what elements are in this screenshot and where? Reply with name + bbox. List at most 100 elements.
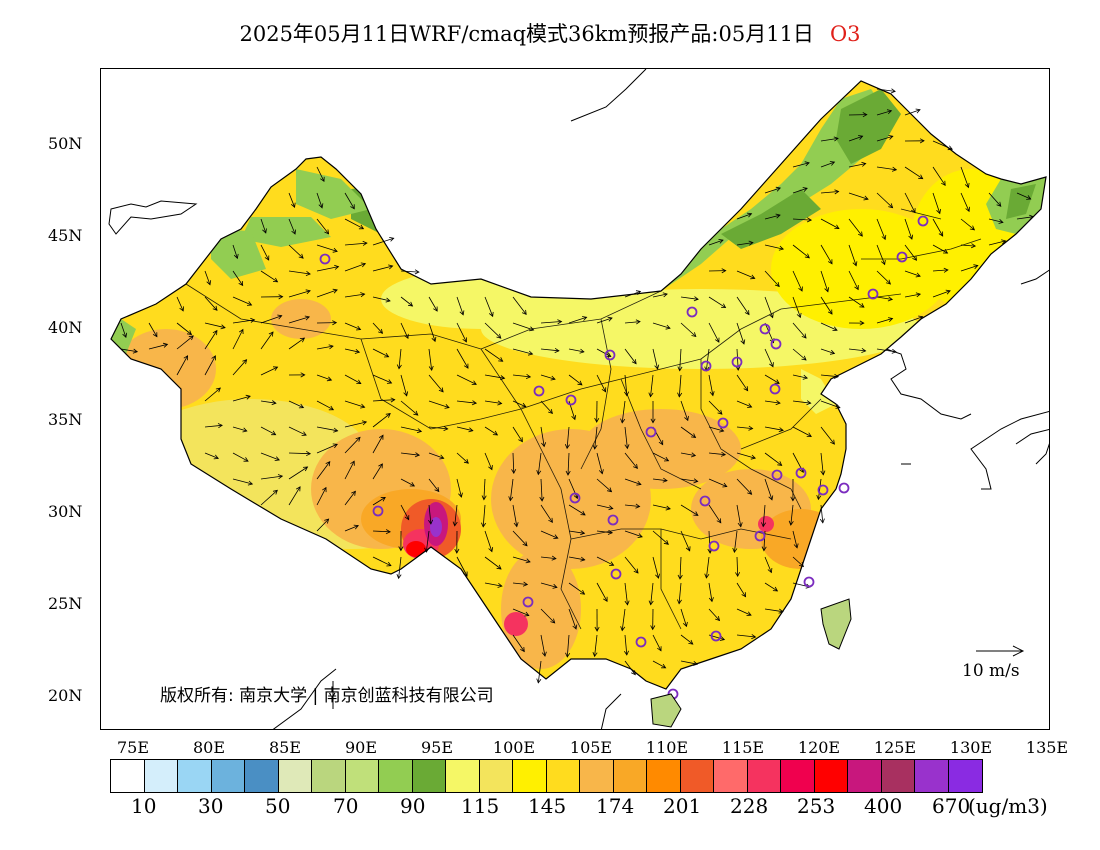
wind-arrow-head [631, 670, 636, 676]
wind-arrow [596, 504, 613, 509]
wind-arrow-head [885, 279, 892, 285]
wind-arrow-head [816, 494, 822, 501]
wind-arrow [708, 296, 726, 308]
wind-arrow-head [424, 547, 430, 553]
wind-arrow [960, 218, 975, 231]
legend-swatch [479, 760, 513, 792]
wind-arrow [621, 400, 626, 423]
city-marker [372, 505, 384, 517]
wind-arrow-head [438, 387, 444, 393]
wind-arrow [568, 530, 585, 534]
wind-arrow-head [915, 292, 922, 298]
wind-arrow-head [718, 239, 724, 244]
wind-arrow [456, 556, 468, 577]
wind-arrow [400, 400, 419, 416]
wind-arrow [540, 374, 556, 380]
wind-arrow [428, 322, 436, 342]
wind-arrow-head [492, 430, 499, 436]
wind-arrow [260, 490, 278, 506]
legend-label: 174 [596, 794, 635, 818]
wind-arrow [792, 374, 808, 379]
wind-arrow-head [186, 330, 193, 336]
wind-arrow-head [332, 443, 338, 449]
wind-arrow-head [350, 460, 355, 466]
wind-arrow-head [541, 442, 547, 448]
wind-arrow-head [298, 253, 304, 259]
wind-arrow-head [684, 415, 689, 422]
wind-arrow-head [827, 259, 833, 265]
wind-arrow [820, 348, 835, 354]
wind-arrow-head [408, 301, 414, 307]
wind-arrow-head [861, 347, 867, 353]
wind-arrow [762, 504, 766, 527]
wind-arrow [680, 608, 687, 627]
legend-swatch [379, 760, 413, 792]
wind-arrow [400, 504, 410, 520]
wind-arrow [260, 315, 282, 324]
wind-arrow-head [579, 589, 586, 595]
wind-arrow [120, 348, 138, 353]
wind-arrow-head [536, 678, 542, 684]
wind-arrow-head [908, 234, 914, 240]
wind-arrow [204, 452, 219, 459]
reference-vector [976, 645, 1025, 657]
wind-arrow-head [305, 270, 311, 276]
wind-arrow [316, 345, 334, 350]
wind-arrow [540, 582, 558, 588]
wind-arrow [316, 266, 339, 272]
wind-arrow [400, 426, 422, 432]
wind-arrow-head [720, 451, 727, 457]
wind-arrow [932, 218, 944, 237]
wind-arrow-head [662, 292, 668, 298]
wind-arrow-head [767, 567, 773, 574]
wind-arrow [428, 452, 444, 459]
wind-arrow [260, 400, 276, 404]
wind-arrow-head [693, 296, 699, 302]
city-marker [771, 469, 783, 481]
wind-arrow-head [775, 213, 781, 219]
wind-arrow-head [390, 397, 396, 403]
wind-arrow-head [398, 546, 404, 552]
wind-arrow [848, 244, 857, 266]
wind-arrow [678, 374, 682, 397]
wind-arrow [818, 478, 822, 500]
lon-label-85e: 85E [268, 738, 302, 757]
wind-arrow [204, 387, 221, 402]
wind-arrow [820, 504, 824, 523]
wind-arrow [316, 400, 334, 411]
wind-arrow-head [206, 280, 212, 286]
wind-arrow [568, 556, 585, 561]
lon-label-75e: 75E [116, 738, 150, 757]
wind-arrow [288, 192, 295, 208]
wind-arrow [372, 348, 389, 358]
wind-arrow-head [304, 315, 311, 321]
city-marker [533, 385, 545, 397]
wind-arrow [316, 426, 338, 432]
wind-arrow-head [819, 518, 825, 524]
wind-arrow-head [488, 547, 494, 553]
wind-arrow-head [580, 530, 586, 536]
wind-arrow [904, 293, 921, 298]
wind-arrow-head [624, 444, 630, 450]
lat-label-45n: 45N [48, 226, 83, 245]
wind-arrow [708, 374, 714, 396]
wind-arrow-head [577, 380, 583, 386]
city-marker [319, 253, 331, 265]
wind-arrow [456, 322, 467, 343]
wind-arrow-head [603, 596, 608, 603]
wind-arrow [568, 348, 584, 353]
wind-arrow-head [690, 433, 697, 438]
wind-arrow-head [661, 663, 667, 669]
wind-arrow [820, 374, 839, 378]
wind-arrow-head [152, 332, 158, 338]
wind-arrow [568, 582, 585, 595]
wind-arrow [344, 400, 365, 408]
wind-arrow [792, 270, 803, 292]
wind-arrow-head [915, 272, 921, 278]
wind-arrow-head [833, 373, 840, 379]
wind-arrow-head [663, 539, 669, 545]
wind-arrow-head [238, 328, 244, 335]
wind-arrow [932, 269, 948, 272]
wind-arrow-head [471, 380, 477, 385]
wind-arrow-head [132, 348, 139, 354]
